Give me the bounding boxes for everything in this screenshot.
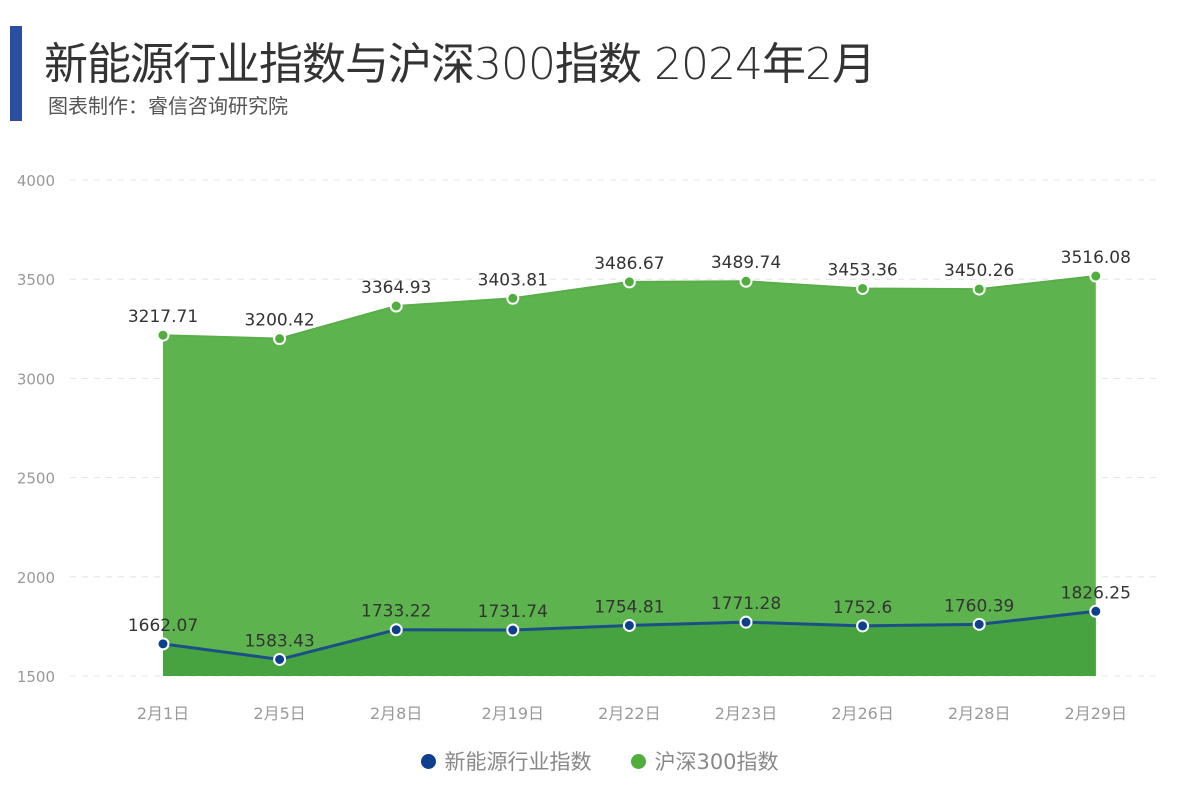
data-point	[1089, 269, 1103, 283]
data-point	[389, 299, 403, 313]
data-point	[856, 281, 870, 295]
legend: 新能源行业指数 沪深300指数	[0, 746, 1200, 776]
data-label: 3453.36	[827, 260, 897, 280]
legend-dot-icon	[631, 753, 647, 769]
x-tick-label: 2月5日	[253, 704, 305, 723]
data-point	[739, 274, 753, 288]
page-title: 新能源行业指数与沪深300指数 2024年2月	[44, 39, 876, 90]
legend-dot-icon	[421, 753, 437, 769]
x-tick-label: 2月26日	[831, 704, 894, 723]
data-point	[156, 328, 170, 342]
area-csi300	[163, 276, 1096, 676]
y-tick-label: 1500	[17, 668, 55, 686]
data-label: 1826.25	[1061, 583, 1131, 603]
data-label: 1752.6	[833, 598, 892, 618]
data-label: 1583.43	[244, 631, 314, 651]
data-label: 1662.07	[128, 616, 198, 636]
data-label: 3486.67	[594, 254, 664, 274]
y-tick-label: 4000	[17, 172, 55, 190]
x-tick-label: 2月8日	[370, 704, 422, 723]
data-point	[506, 291, 520, 305]
legend-item-new-energy[interactable]: 新能源行业指数	[421, 746, 591, 776]
data-point	[389, 623, 403, 637]
y-tick-label: 2000	[17, 569, 55, 587]
data-point	[156, 637, 170, 651]
data-label: 3516.08	[1061, 248, 1131, 268]
data-point	[972, 282, 986, 296]
data-label: 1760.39	[944, 596, 1014, 616]
legend-label: 新能源行业指数	[444, 750, 592, 774]
x-tick-label: 2月29日	[1065, 704, 1128, 723]
data-point	[506, 623, 520, 637]
data-point	[622, 618, 636, 632]
x-tick-label: 2月19日	[482, 704, 545, 723]
data-label: 3200.42	[244, 311, 314, 331]
x-tick-label: 2月28日	[948, 704, 1011, 723]
y-tick-label: 3000	[17, 370, 55, 388]
data-label: 3450.26	[944, 261, 1014, 281]
data-label: 3403.81	[478, 270, 548, 290]
y-tick-label: 3500	[17, 271, 55, 289]
x-tick-label: 2月1日	[137, 704, 189, 723]
y-tick-label: 2500	[17, 470, 55, 488]
data-label: 1771.28	[711, 594, 781, 614]
legend-label: 沪深300指数	[654, 750, 779, 774]
page-subtitle: 图表制作：睿信咨询研究院	[48, 94, 288, 118]
data-label: 3489.74	[711, 253, 781, 273]
data-point	[622, 275, 636, 289]
data-point	[972, 617, 986, 631]
legend-item-csi300[interactable]: 沪深300指数	[631, 746, 779, 776]
data-label: 1754.81	[594, 597, 664, 617]
x-tick-label: 2月23日	[715, 704, 778, 723]
data-label: 1733.22	[361, 602, 431, 622]
data-point	[273, 332, 287, 346]
data-label: 3217.71	[128, 307, 198, 327]
data-point	[856, 619, 870, 633]
x-tick-label: 2月22日	[598, 704, 661, 723]
data-point	[739, 615, 753, 629]
title-accent-bar	[10, 26, 22, 121]
data-point	[273, 652, 287, 666]
data-point	[1089, 604, 1103, 618]
data-label: 3364.93	[361, 278, 431, 298]
data-label: 1731.74	[478, 602, 548, 622]
